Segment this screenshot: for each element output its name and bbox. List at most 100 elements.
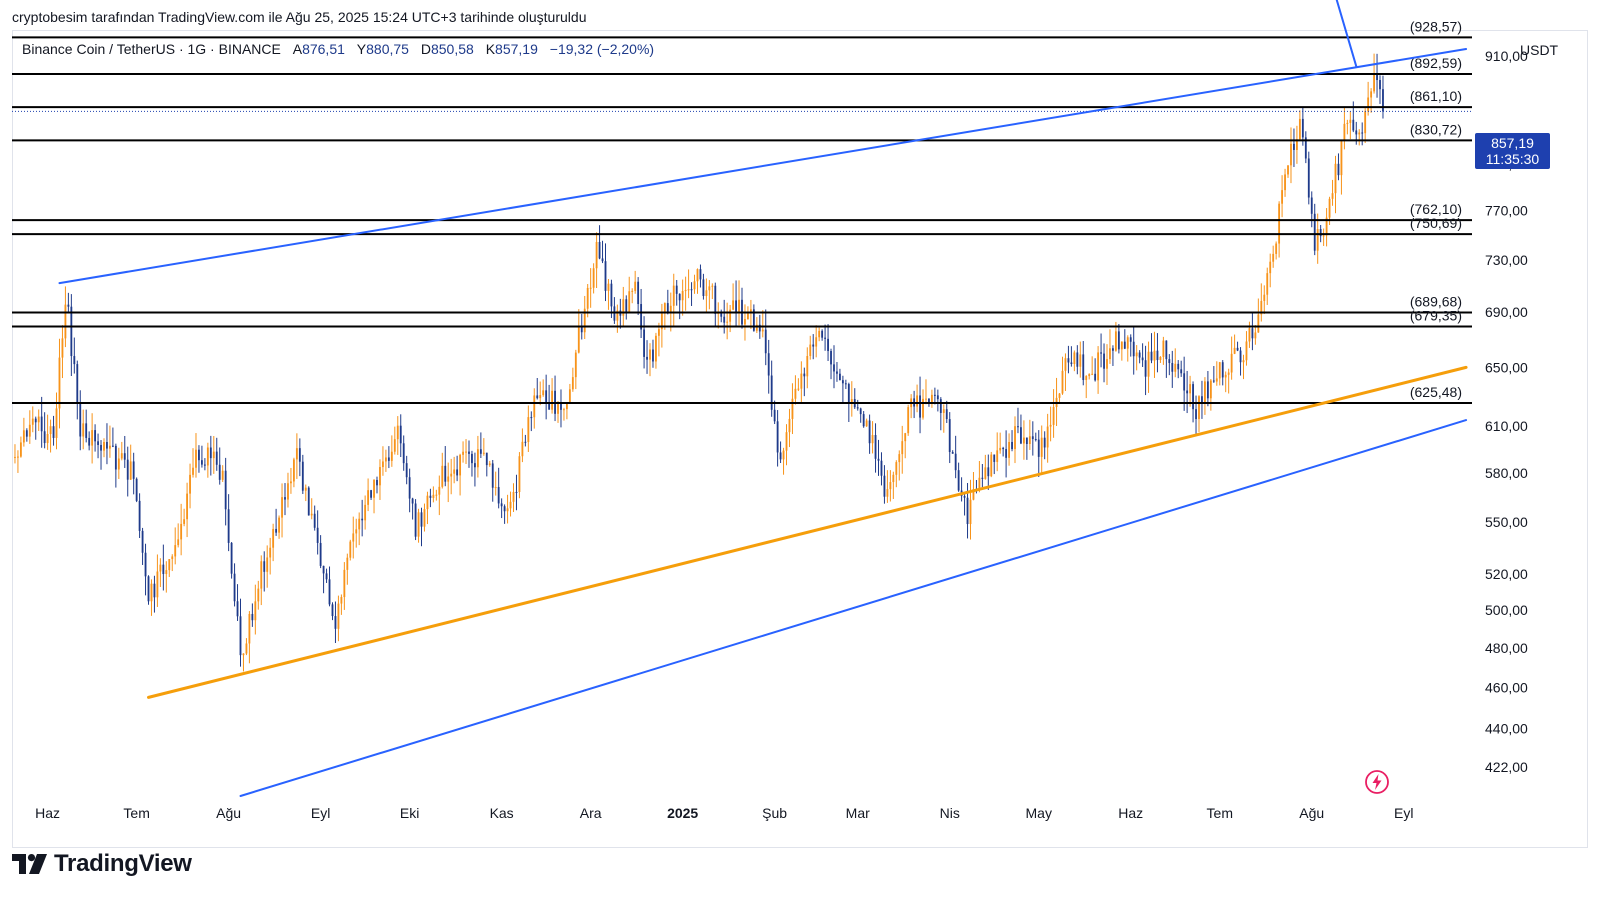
price-tick-label: 440,00: [1485, 720, 1528, 736]
candle: [574, 349, 577, 390]
candle: [1049, 406, 1052, 442]
candle: [453, 456, 456, 484]
price-tick-label: 480,00: [1485, 640, 1528, 656]
candle: [993, 454, 996, 475]
candle: [539, 381, 542, 406]
candle: [1100, 333, 1102, 368]
falling-line-trendline[interactable]: [1333, 0, 1358, 68]
brand-name: TradingView: [54, 850, 192, 877]
candle: [239, 598, 242, 667]
candle: [135, 477, 138, 503]
symbol-name[interactable]: Binance Coin / TetherUS · 1G · BINANCE: [22, 41, 281, 57]
candle: [209, 435, 212, 476]
candle: [331, 602, 334, 621]
candle: [447, 462, 450, 503]
candle: [533, 388, 536, 429]
candle: [889, 470, 892, 502]
candle: [150, 579, 153, 616]
candle: [482, 438, 485, 456]
currency-label[interactable]: USDT: [1520, 42, 1559, 58]
candle: [999, 432, 1002, 454]
candle: [290, 467, 292, 494]
candle: [295, 433, 298, 479]
candle: [1370, 88, 1373, 113]
candle: [868, 414, 871, 454]
flash-icon[interactable]: [1364, 769, 1390, 800]
candle: [1260, 283, 1263, 322]
candle: [138, 493, 141, 539]
candle: [468, 440, 470, 468]
candle: [726, 302, 729, 340]
channel-upper-trendline[interactable]: [58, 47, 1468, 285]
candle: [1227, 368, 1230, 394]
candle: [527, 405, 530, 452]
candle: [788, 408, 791, 448]
time-tick-label: Tem: [123, 805, 149, 821]
candle: [512, 483, 515, 512]
candle: [942, 404, 945, 433]
candle: [1266, 267, 1269, 305]
candle: [40, 396, 43, 448]
candle: [64, 286, 67, 348]
candle: [195, 433, 197, 478]
candle: [106, 423, 108, 465]
candle: [812, 334, 815, 360]
candle: [251, 603, 254, 627]
candle: [1076, 345, 1079, 375]
candle: [1343, 107, 1346, 150]
candle: [652, 339, 654, 368]
candle: [589, 268, 592, 308]
candle: [1064, 353, 1067, 391]
candle: [714, 282, 717, 326]
price-tick-label: 422,00: [1485, 759, 1528, 775]
candle: [1284, 168, 1286, 197]
tradingview-logo[interactable]: TradingView: [12, 848, 192, 880]
candle: [1168, 354, 1171, 376]
candle: [916, 384, 919, 413]
level-label: (762,10): [1410, 201, 1462, 217]
candle: [479, 432, 482, 458]
candle: [797, 378, 800, 392]
candle: [497, 467, 500, 509]
candle: [675, 280, 678, 306]
candle: [162, 544, 165, 591]
candle: [1109, 329, 1111, 364]
candle: [46, 414, 49, 450]
candle: [1129, 334, 1132, 357]
candle: [117, 447, 120, 479]
candle: [1195, 395, 1197, 437]
candle: [883, 465, 886, 504]
channel-lower-trendline[interactable]: [239, 419, 1468, 797]
support-line-trendline[interactable]: [147, 365, 1468, 699]
candle: [462, 441, 464, 463]
candle: [1040, 425, 1043, 474]
candle: [488, 460, 491, 467]
candle: [340, 594, 343, 615]
candle: [1251, 312, 1254, 351]
time-tick-label: Ara: [580, 805, 602, 821]
candle: [1025, 437, 1028, 460]
candle: [622, 286, 625, 327]
candle: [616, 304, 619, 333]
candle: [1082, 341, 1085, 386]
level-label: (861,10): [1410, 88, 1462, 104]
candle: [203, 458, 206, 471]
candle: [361, 499, 364, 537]
candle: [358, 512, 361, 546]
candle: [1031, 421, 1034, 456]
time-axis[interactable]: Haz Tem Ağu Eyl Eki Kas Ara 2025 Şub Mar Nis May Haz…: [35, 805, 1413, 821]
candle: [877, 439, 880, 476]
candle: [393, 426, 396, 455]
candle: [43, 412, 46, 449]
candle: [910, 394, 913, 419]
candle: [1079, 341, 1082, 378]
candle: [969, 479, 972, 540]
candle: [100, 440, 102, 470]
candle: [1239, 347, 1242, 376]
candle: [859, 407, 862, 423]
candle: [177, 523, 180, 548]
candle: [568, 383, 571, 404]
candle: [919, 376, 921, 434]
candle: [224, 457, 227, 526]
